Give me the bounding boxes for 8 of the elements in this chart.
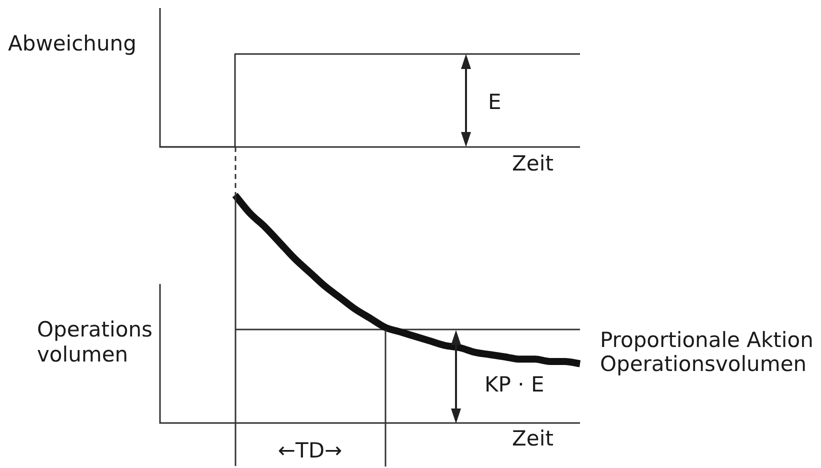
y-axis-title: Operations volumen: [37, 317, 152, 366]
annotation: KP · E: [484, 372, 544, 397]
x-axis-title: Zeit: [512, 426, 554, 450]
series-label: Proportionale Aktion Operationsvolumen: [600, 328, 814, 376]
text: ←TD→: [278, 438, 342, 462]
x-axis-title: Zeit: [512, 151, 554, 176]
annotation: E: [488, 90, 502, 114]
y-axis-title: Abweichung: [8, 31, 136, 56]
